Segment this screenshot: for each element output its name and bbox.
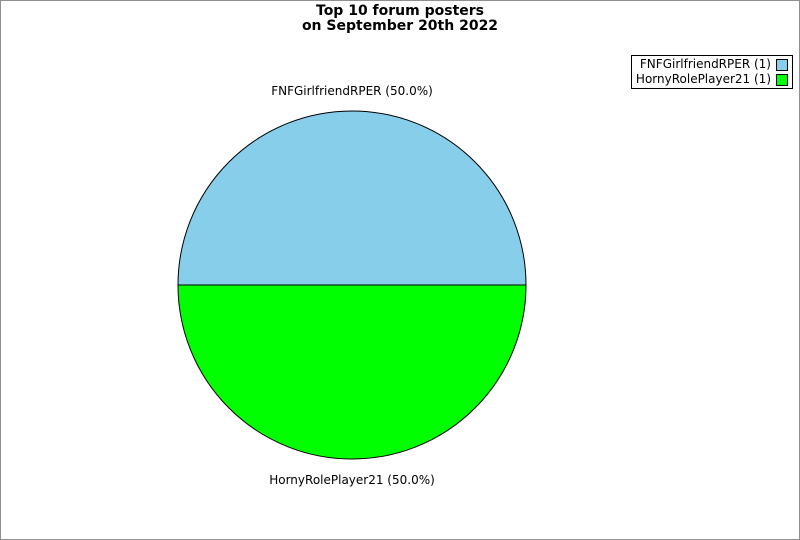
- chart-title: Top 10 forum posters on September 20th 2…: [1, 4, 799, 34]
- legend: FNFGirlfriendRPER (1) HornyRolePlayer21 (…: [630, 55, 793, 89]
- pie-slice-FNFGirlfriendRPER: [177, 110, 527, 286]
- pie-slice-label-bottom: HornyRolePlayer21 (50.0%): [269, 473, 435, 487]
- legend-swatch-icon: [776, 73, 788, 86]
- legend-item: FNFGirlfriendRPER (1): [636, 57, 788, 72]
- legend-item-label: HornyRolePlayer21 (1): [635, 72, 771, 86]
- pie-slice-HornyRolePlayer21: [177, 284, 527, 460]
- legend-swatch-icon: [776, 58, 788, 71]
- legend-item-label: FNFGirlfriendRPER (1): [639, 57, 771, 71]
- pie-slice-label-top: FNFGirlfriendRPER (50.0%): [271, 84, 433, 98]
- chart-title-line1: Top 10 forum posters: [316, 3, 484, 19]
- chart-title-line2: on September 20th 2022: [301, 18, 499, 34]
- legend-item: HornyRolePlayer21 (1): [636, 72, 788, 87]
